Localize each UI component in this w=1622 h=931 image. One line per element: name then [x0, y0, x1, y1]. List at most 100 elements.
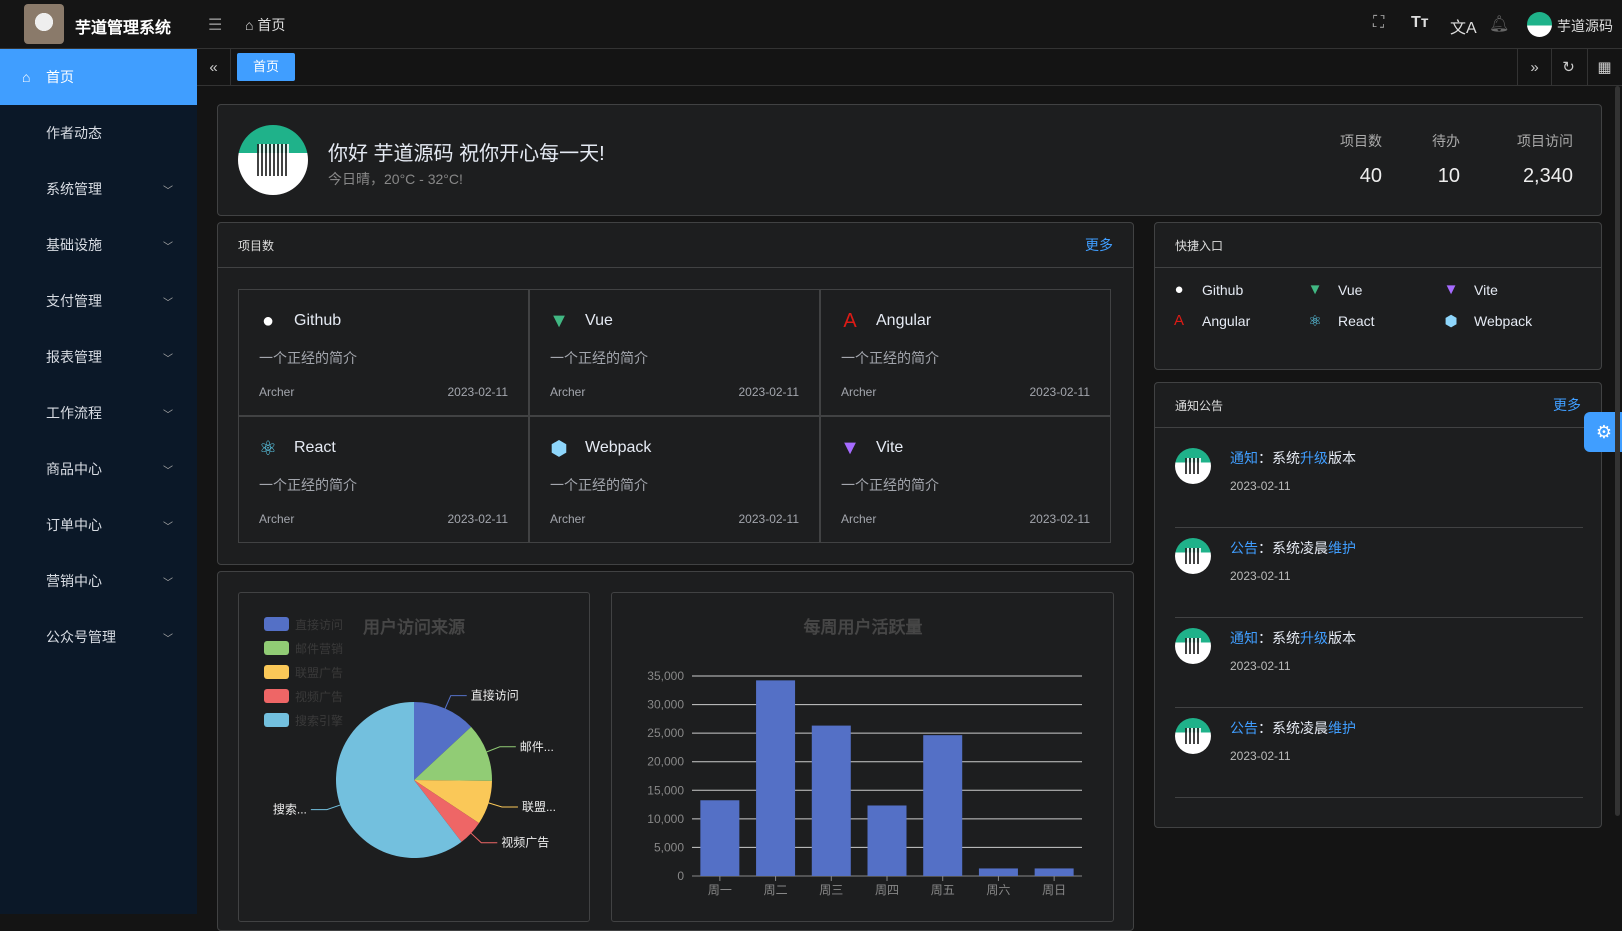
sidebar-item[interactable]: 商品中心 ﹀ — [0, 441, 197, 497]
tab-home[interactable]: 首页 — [237, 53, 296, 81]
shortcut-item[interactable]: ● Github — [1170, 281, 1243, 298]
notice-text-end: 版本 — [1328, 450, 1356, 466]
sidebar-item[interactable]: 营销中心 ﹀ — [0, 553, 197, 609]
legend-swatch[interactable] — [264, 665, 289, 679]
notice-avatar — [1175, 718, 1211, 754]
notice-item[interactable]: 公告：系统凌晨维护 2023-02-11 — [1175, 528, 1583, 618]
user-name[interactable]: 芋道源码 — [1557, 18, 1613, 34]
sidebar-item[interactable]: 系统管理 ﹀ — [0, 161, 197, 217]
pie-slice[interactable] — [414, 726, 492, 781]
pie-slice[interactable] — [414, 702, 472, 780]
shortcut-label: Vite — [1474, 281, 1498, 298]
bar[interactable] — [700, 800, 740, 876]
pie-slice[interactable] — [414, 780, 480, 842]
pie-label: 邮件... — [520, 740, 554, 754]
sidebar-item-label: 系统管理 — [46, 181, 102, 197]
sidebar-item[interactable]: 订单中心 ﹀ — [0, 497, 197, 553]
legend-swatch[interactable] — [264, 617, 289, 631]
webpack-icon: ⬢ — [550, 437, 568, 460]
sidebar-item[interactable]: 支付管理 ﹀ — [0, 273, 197, 329]
y-tick-label: 10,000 — [647, 812, 684, 826]
sidebar-item[interactable]: 报表管理 ﹀ — [0, 329, 197, 385]
notice-item[interactable]: 通知：系统升级版本 2023-02-11 — [1175, 618, 1583, 708]
project-item[interactable]: ▼ Vue 一个正经的简介 Archer 2023-02-11 — [529, 289, 820, 416]
notice-type: 公告 — [1230, 540, 1258, 556]
bar[interactable] — [867, 805, 907, 876]
projects-card: 项目数 更多 ● Github 一个正经的简介 Archer 2023-02-11… — [217, 222, 1134, 565]
sidebar-item[interactable]: 基础设施 ﹀ — [0, 217, 197, 273]
notice-type: 通知 — [1230, 630, 1258, 646]
bar[interactable] — [923, 735, 963, 876]
welcome-card: 你好 芋道源码 祝你开心每一天! 今日晴，20°C - 32°C! 项目数 40 … — [217, 104, 1602, 216]
react-icon: ⚛ — [1308, 313, 1322, 330]
legend-label[interactable]: 联盟广告 — [295, 666, 343, 680]
project-item[interactable]: A Angular 一个正经的简介 Archer 2023-02-11 — [820, 289, 1111, 416]
shortcut-item[interactable]: A Angular — [1170, 312, 1250, 329]
sidebar-item[interactable]: ⌂ 首页 — [0, 49, 197, 105]
bar[interactable] — [1034, 868, 1074, 876]
project-item[interactable]: ⚛ React 一个正经的简介 Archer 2023-02-11 — [238, 416, 529, 543]
project-item[interactable]: ● Github 一个正经的简介 Archer 2023-02-11 — [238, 289, 529, 416]
breadcrumb[interactable]: ⌂ 首页 — [245, 15, 285, 35]
shortcut-item[interactable]: ▼ Vite — [1442, 281, 1498, 298]
react-icon: ⚛ — [259, 437, 277, 460]
sidebar-item-label: 公众号管理 — [46, 629, 116, 645]
projects-more-link[interactable]: 更多 — [1085, 237, 1113, 253]
bar[interactable] — [978, 868, 1018, 876]
legend-swatch[interactable] — [264, 713, 289, 727]
pie-slice[interactable] — [414, 780, 492, 824]
legend-label[interactable]: 搜索引擎 — [295, 713, 343, 728]
pie-label: 搜索... — [273, 802, 307, 817]
notice-date: 2023-02-11 — [1230, 659, 1291, 673]
sidebar-item[interactable]: 作者动态 — [0, 105, 197, 161]
top-header: 芋道管理系统 ☰ ⌂ 首页 ⛶ Tт 文A 🔔︎ 芋道源码 — [0, 0, 1622, 49]
translate-icon[interactable]: 文A — [1450, 20, 1477, 37]
legend-swatch[interactable] — [264, 641, 289, 655]
stat-projects: 项目数 40 — [1340, 133, 1382, 187]
shortcut-item[interactable]: ⬢ Webpack — [1442, 312, 1532, 330]
label-line — [488, 802, 518, 808]
y-tick-label: 25,000 — [647, 726, 684, 740]
fullscreen-icon[interactable]: ⛶ — [1373, 14, 1385, 31]
scroll-right-icon[interactable]: » — [1517, 49, 1551, 85]
project-date: 2023-02-11 — [1029, 512, 1091, 526]
legend-label[interactable]: 直接访问 — [295, 617, 343, 632]
label-line — [486, 746, 516, 753]
y-tick-label: 35,000 — [647, 669, 684, 683]
stat-visits: 项目访问 2,340 — [1517, 133, 1573, 187]
bar[interactable] — [756, 680, 796, 876]
pie-label: 联盟... — [522, 800, 556, 814]
refresh-icon[interactable]: ↻ — [1551, 49, 1585, 85]
legend-swatch[interactable] — [264, 689, 289, 703]
menu-toggle-icon[interactable]: ☰ — [208, 17, 223, 34]
bar[interactable] — [811, 725, 851, 876]
scroll-left-icon[interactable]: « — [197, 49, 231, 85]
scrollbar[interactable] — [1615, 86, 1620, 816]
grid-menu-icon[interactable]: ▦ — [1587, 49, 1621, 85]
project-author: Archer — [550, 385, 586, 399]
bell-icon[interactable]: 🔔︎ — [1489, 16, 1510, 33]
x-tick-label: 周一 — [708, 883, 732, 897]
legend-label[interactable]: 视频广告 — [295, 689, 343, 704]
user-avatar[interactable] — [1527, 12, 1552, 37]
y-tick-label: 15,000 — [647, 783, 684, 797]
notice-avatar — [1175, 538, 1211, 574]
sidebar-item[interactable]: 工作流程 ﹀ — [0, 385, 197, 441]
notices-more-link[interactable]: 更多 — [1553, 397, 1581, 413]
shortcut-item[interactable]: ▼ Vue — [1306, 281, 1363, 298]
sidebar-item[interactable]: 公众号管理 ﹀ — [0, 609, 197, 665]
notice-text: 系统 — [1272, 450, 1300, 466]
sidebar-item-label: 报表管理 — [46, 349, 102, 365]
notice-item[interactable]: 通知：系统升级版本 2023-02-11 — [1175, 438, 1583, 528]
font-size-icon[interactable]: Tт — [1411, 14, 1429, 31]
project-item[interactable]: ▼ Vite 一个正经的简介 Archer 2023-02-11 — [820, 416, 1111, 543]
project-item[interactable]: ⬢ Webpack 一个正经的简介 Archer 2023-02-11 — [529, 416, 820, 543]
notice-avatar — [1175, 628, 1211, 664]
project-desc: 一个正经的简介 — [841, 477, 939, 493]
vite-icon: ▼ — [840, 436, 860, 459]
notice-item[interactable]: 公告：系统凌晨维护 2023-02-11 — [1175, 708, 1583, 798]
pie-slice[interactable] — [336, 702, 462, 858]
shortcut-item[interactable]: ⚛ React — [1306, 312, 1374, 330]
legend-label[interactable]: 邮件营销 — [295, 642, 343, 656]
bar-chart-box: 每周用户活跃量 0 5,000 10,000 15,000 20,000 25,000 30,… — [611, 592, 1114, 922]
